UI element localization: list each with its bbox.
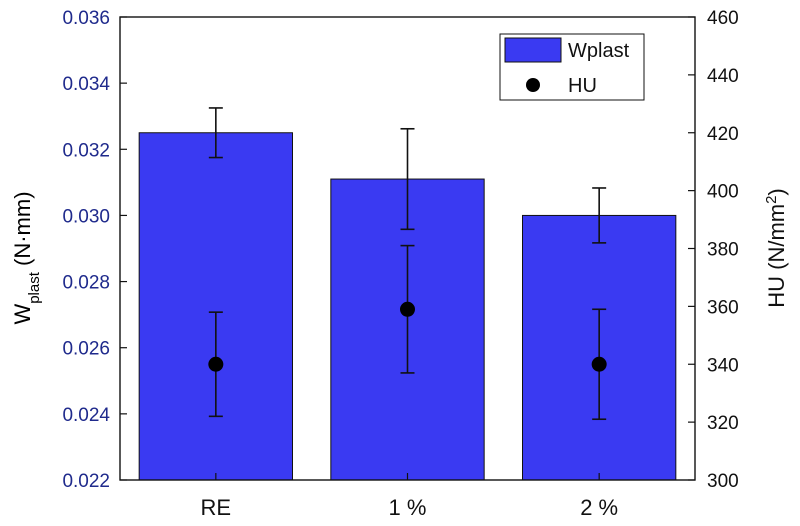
right-tick-label-6: 420 [707, 124, 739, 145]
left-axis-title-sub: plast [26, 271, 43, 304]
left-tick-label-6: 0.034 [62, 74, 110, 95]
right-tick-label-3: 360 [707, 297, 739, 318]
left-tick-label-3: 0.028 [62, 273, 110, 294]
bar-0 [138, 132, 293, 481]
right-tick-label-7: 440 [707, 66, 739, 87]
right-tick-label-2: 340 [707, 355, 739, 376]
right-axis-title: HU (N/mm2) [763, 188, 790, 308]
left-axis-title: Wplast (N·mm) [10, 191, 43, 324]
right-tick-label-0: 300 [707, 471, 739, 492]
left-tick-label-4: 0.030 [62, 206, 110, 227]
legend-swatch-point [526, 78, 540, 92]
x-tick-label-2: 2 % [580, 495, 618, 520]
legend-swatch-bar [504, 37, 562, 63]
left-tick-label-0: 0.022 [62, 471, 110, 492]
left-tick-label-7: 0.036 [62, 8, 110, 29]
left-tick-label-5: 0.032 [62, 140, 110, 161]
left-axis-title-main: W [10, 304, 35, 325]
right-axis-title-end: ) [764, 188, 789, 195]
right-tick-label-5: 400 [707, 182, 739, 203]
right-axis-title-sup: 2 [763, 196, 780, 204]
right-axis-title-main: HU (N/mm [764, 204, 789, 308]
x-tick-label-1: 1 % [389, 495, 427, 520]
left-axis-title-unit: (N·mm) [10, 191, 35, 272]
legend-label-point: HU [568, 75, 597, 97]
right-tick-label-1: 320 [707, 413, 739, 434]
point-0 [208, 356, 224, 372]
x-tick-label-0: RE [201, 495, 232, 520]
bar-error-2 [592, 187, 607, 244]
right-tick-label-4: 380 [707, 240, 739, 261]
right-tick-label-8: 460 [707, 8, 739, 29]
bar-error-0 [208, 107, 223, 159]
point-2 [591, 356, 607, 372]
point-1 [400, 301, 415, 317]
legend-label-bar: Wplast [568, 40, 630, 62]
left-tick-label-2: 0.026 [62, 339, 110, 360]
left-tick-label-1: 0.024 [62, 405, 110, 426]
bar-error-1 [400, 127, 415, 231]
legend: Wplast HU [499, 33, 645, 101]
